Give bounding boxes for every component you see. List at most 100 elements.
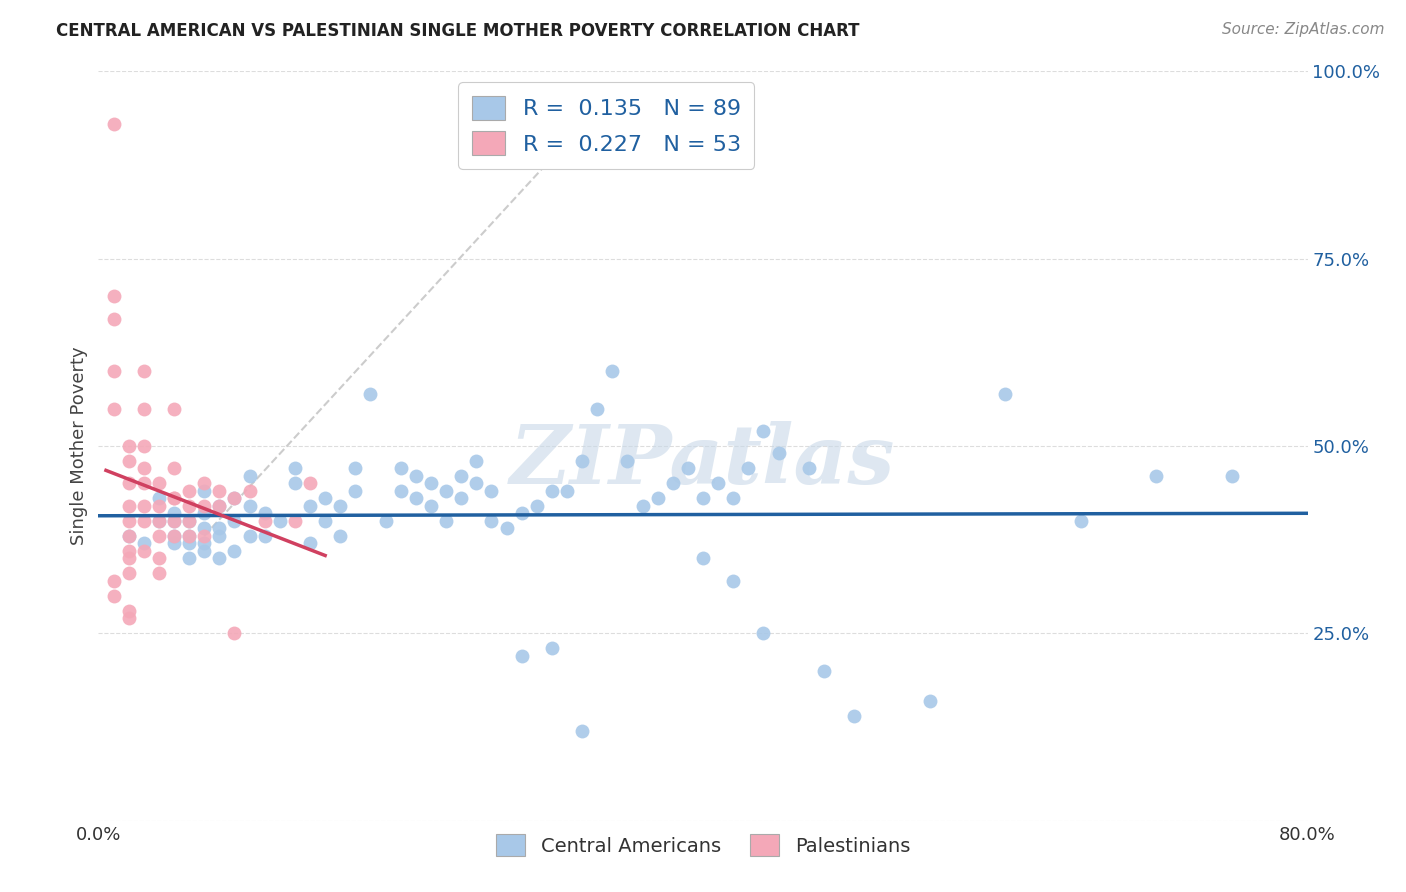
Point <box>118 514 141 528</box>
Point <box>208 529 231 543</box>
Point <box>193 476 215 491</box>
Point <box>844 708 866 723</box>
Point <box>239 529 262 543</box>
Point <box>389 461 412 475</box>
Point <box>329 499 352 513</box>
Point <box>118 544 141 558</box>
Text: ZIPatlas: ZIPatlas <box>510 421 896 501</box>
Point <box>148 514 170 528</box>
Point <box>269 514 291 528</box>
Point <box>132 364 155 378</box>
Point <box>465 454 488 468</box>
Point <box>208 521 231 535</box>
Point <box>434 514 457 528</box>
Point <box>299 476 322 491</box>
Point <box>768 446 790 460</box>
Point <box>148 566 170 581</box>
Point <box>420 499 443 513</box>
Point <box>148 551 170 566</box>
Point <box>163 491 186 506</box>
Point <box>405 469 427 483</box>
Point <box>118 439 141 453</box>
Point <box>179 483 201 498</box>
Point <box>118 604 141 618</box>
Point <box>193 507 215 521</box>
Point <box>118 454 141 468</box>
Point <box>329 529 352 543</box>
Point <box>918 694 941 708</box>
Point <box>571 723 593 738</box>
Point <box>193 483 215 498</box>
Point <box>179 529 201 543</box>
Point <box>737 461 759 475</box>
Point <box>239 499 262 513</box>
Point <box>224 544 246 558</box>
Point <box>616 454 638 468</box>
Point <box>540 483 562 498</box>
Point <box>224 626 246 640</box>
Point <box>163 514 186 528</box>
Point <box>118 551 141 566</box>
Point <box>586 401 609 416</box>
Point <box>253 529 276 543</box>
Point <box>481 483 503 498</box>
Point <box>797 461 820 475</box>
Point <box>163 507 186 521</box>
Point <box>132 461 155 475</box>
Point <box>103 311 125 326</box>
Point <box>132 439 155 453</box>
Point <box>148 491 170 506</box>
Point <box>179 499 201 513</box>
Point <box>647 491 669 506</box>
Point <box>239 483 262 498</box>
Legend: Central Americans, Palestinians: Central Americans, Palestinians <box>488 827 918 863</box>
Point <box>510 648 533 663</box>
Point <box>103 289 125 303</box>
Point <box>163 514 186 528</box>
Point <box>284 514 307 528</box>
Point <box>1144 469 1167 483</box>
Point <box>179 536 201 550</box>
Point <box>148 499 170 513</box>
Point <box>208 483 231 498</box>
Point <box>420 476 443 491</box>
Point <box>405 491 427 506</box>
Point <box>118 611 141 625</box>
Point <box>224 491 246 506</box>
Point <box>163 461 186 475</box>
Point <box>103 589 125 603</box>
Point <box>118 566 141 581</box>
Point <box>692 491 714 506</box>
Point <box>253 507 276 521</box>
Point <box>148 514 170 528</box>
Point <box>344 461 367 475</box>
Point <box>193 521 215 535</box>
Point <box>132 499 155 513</box>
Point <box>723 491 745 506</box>
Point <box>132 544 155 558</box>
Point <box>374 514 396 528</box>
Point <box>224 514 246 528</box>
Point <box>314 514 336 528</box>
Point <box>103 574 125 588</box>
Point <box>434 483 457 498</box>
Point <box>510 507 533 521</box>
Point <box>360 386 382 401</box>
Point <box>163 529 186 543</box>
Point <box>163 401 186 416</box>
Y-axis label: Single Mother Poverty: Single Mother Poverty <box>70 347 89 545</box>
Point <box>692 551 714 566</box>
Point <box>179 514 201 528</box>
Point <box>193 544 215 558</box>
Point <box>481 514 503 528</box>
Point <box>118 529 141 543</box>
Point <box>540 641 562 656</box>
Point <box>555 483 578 498</box>
Point <box>224 491 246 506</box>
Point <box>1220 469 1243 483</box>
Point <box>450 469 472 483</box>
Point <box>208 499 231 513</box>
Text: CENTRAL AMERICAN VS PALESTINIAN SINGLE MOTHER POVERTY CORRELATION CHART: CENTRAL AMERICAN VS PALESTINIAN SINGLE M… <box>56 22 859 40</box>
Point <box>526 499 548 513</box>
Point <box>193 536 215 550</box>
